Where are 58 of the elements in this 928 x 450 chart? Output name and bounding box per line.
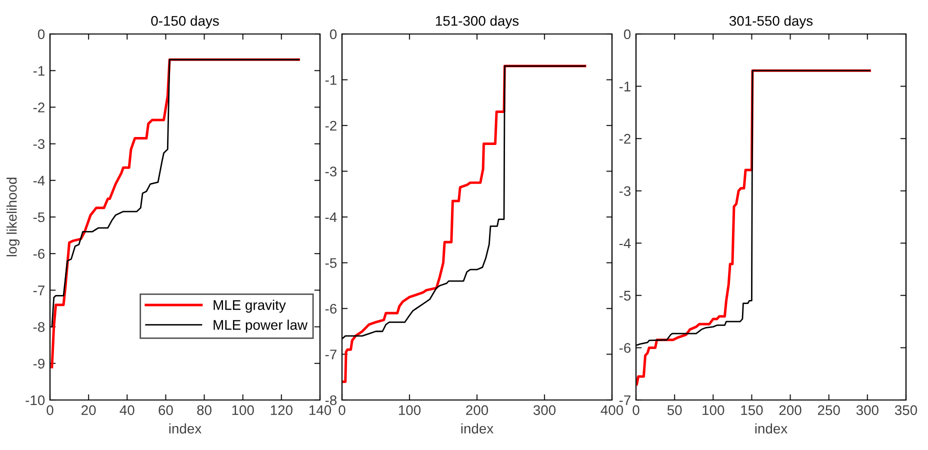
- chart-title: 301-550 days: [729, 16, 813, 29]
- y-tick-label: -6: [33, 248, 45, 259]
- y-tick-label: -2: [325, 120, 336, 131]
- x-tick-label: 0: [338, 405, 346, 416]
- y-tick-label: -4: [619, 238, 631, 248]
- x-tick-label: 100: [398, 405, 421, 416]
- x-tick-label: 400: [600, 405, 624, 416]
- x-tick-label: 0: [46, 405, 54, 416]
- y-tick-label: -1: [619, 82, 630, 92]
- x-tick-label: 300: [533, 405, 556, 416]
- x-tick-label: 200: [779, 405, 802, 416]
- legend-label: MLE gravity: [214, 300, 286, 313]
- y-tick-label: -6: [325, 304, 337, 314]
- x-tick-label: 350: [894, 405, 918, 416]
- y-tick-label: -4: [33, 176, 45, 186]
- y-tick-label: -8: [33, 322, 45, 332]
- x-tick-label: 150: [741, 405, 763, 416]
- x-tick-label: 50: [667, 405, 682, 416]
- y-tick-label: -6: [619, 343, 631, 353]
- y-tick-label: -4: [325, 212, 337, 222]
- y-tick-label: 0: [330, 29, 337, 40]
- y-tick-label: 0: [624, 29, 631, 40]
- y-tick-label: 0: [38, 29, 45, 40]
- x-tick-label: 20: [82, 405, 96, 416]
- x-axis-title: index: [169, 423, 202, 434]
- y-tick-label: -7: [33, 286, 44, 296]
- y-tick-label: -5: [619, 290, 631, 301]
- y-tick-label: -2: [619, 134, 630, 144]
- x-tick-label: 40: [120, 405, 134, 416]
- y-tick-label: -3: [619, 186, 631, 196]
- y-tick-label: -5: [33, 212, 45, 222]
- x-tick-label: 200: [466, 405, 488, 416]
- x-tick-label: 140: [309, 405, 332, 416]
- x-tick-label: 120: [270, 405, 292, 416]
- y-tick-label: -7: [325, 350, 336, 360]
- y-tick-label: -3: [325, 166, 337, 176]
- chart-title: 0-150 days: [151, 16, 219, 29]
- y-tick-label: -7: [619, 395, 630, 406]
- x-tick-label: 60: [158, 405, 173, 416]
- chart-title: 151-300 days: [436, 16, 519, 29]
- legend-label: MLE power law: [214, 320, 308, 333]
- x-tick-label: 300: [856, 405, 878, 416]
- x-tick-label: 250: [818, 405, 840, 416]
- y-tick-label: -2: [33, 102, 44, 112]
- y-tick-label: -10: [26, 395, 45, 406]
- x-tick-label: 100: [232, 405, 254, 416]
- x-axis-title: index: [755, 423, 788, 434]
- y-tick-label: -8: [325, 395, 337, 406]
- y-tick-label: -1: [325, 75, 336, 85]
- y-tick-label: -3: [33, 139, 45, 149]
- x-tick-label: 80: [197, 405, 212, 416]
- y-tick-label: -9: [33, 358, 44, 369]
- x-tick-label: 100: [702, 405, 724, 416]
- y-axis-title: log likelihood: [6, 178, 20, 256]
- y-tick-label: -1: [33, 66, 44, 76]
- x-tick-label: 0: [632, 405, 640, 416]
- y-tick-label: -5: [325, 258, 337, 268]
- x-axis-title: index: [461, 423, 494, 434]
